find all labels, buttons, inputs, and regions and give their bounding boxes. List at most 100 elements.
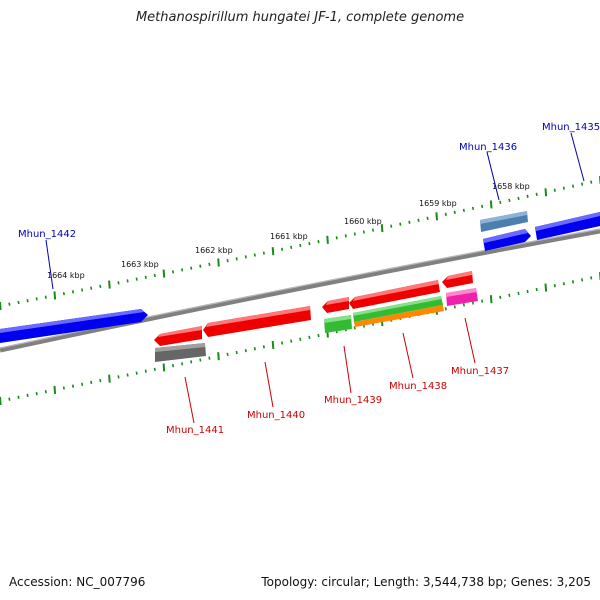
minor-tick <box>562 282 565 286</box>
minor-tick <box>26 393 29 398</box>
minor-tick <box>517 291 520 296</box>
minor-tick <box>253 347 256 351</box>
minor-tick <box>62 386 65 390</box>
minor-tick <box>508 198 511 203</box>
accession-text: Accession: NC_007796 <box>9 575 146 589</box>
minor-tick <box>44 295 47 299</box>
major-tick <box>0 301 2 311</box>
minor-tick <box>571 184 575 188</box>
minor-tick <box>235 257 238 261</box>
gene-label-mhun-1441[interactable]: Mhun_1441 <box>166 425 224 436</box>
minor-tick <box>262 251 265 255</box>
minor-tick <box>126 279 129 283</box>
gene-mhun-1435[interactable] <box>535 212 600 240</box>
minor-tick <box>453 210 456 215</box>
gene-label-mhun-1438[interactable]: Mhun_1438 <box>389 381 447 392</box>
minor-tick <box>226 352 229 357</box>
gene-mhun-1439[interactable] <box>322 297 352 333</box>
gene-mhun-1440[interactable] <box>203 306 311 337</box>
gene-label-mhun-1436[interactable]: Mhun_1436 <box>459 142 517 153</box>
minor-tick <box>153 367 156 372</box>
genome-stats-text: Topology: circular; Length: 3,544,738 bp… <box>261 575 591 589</box>
minor-tick <box>171 270 175 274</box>
minor-tick <box>335 236 338 240</box>
minor-tick <box>362 230 365 234</box>
minor-tick <box>190 266 193 270</box>
minor-tick <box>44 390 47 394</box>
minor-tick <box>71 384 75 388</box>
minor-tick <box>135 371 138 375</box>
minor-tick <box>581 182 584 186</box>
major-tick <box>53 291 57 300</box>
minor-tick <box>244 348 247 353</box>
minor-tick <box>553 188 556 192</box>
label-leader-lines <box>45 132 585 424</box>
gene-label-mhun-1437[interactable]: Mhun_1437 <box>451 366 509 377</box>
map-title: Methanospirillum hungatei JF-1, complete… <box>135 10 465 25</box>
minor-tick <box>290 339 293 343</box>
kbp-label: 1663 kbp <box>121 260 159 269</box>
kbp-label: 1659 kbp <box>419 199 457 208</box>
minor-tick <box>208 262 211 267</box>
major-tick <box>217 352 220 361</box>
minor-tick <box>417 218 420 222</box>
gene-label-mhun-1440[interactable]: Mhun_1440 <box>247 410 305 421</box>
minor-tick <box>462 208 465 213</box>
minor-tick <box>526 194 529 198</box>
minor-tick <box>17 300 20 305</box>
minor-tick <box>235 350 238 355</box>
gene-mhun-1441[interactable] <box>154 326 206 362</box>
minor-tick <box>281 247 284 251</box>
minor-tick <box>153 273 156 278</box>
gene-mhun-1436[interactable] <box>480 211 531 251</box>
major-tick <box>271 340 275 349</box>
major-tick <box>489 295 493 304</box>
outer-tick-ring <box>0 176 600 311</box>
minor-tick <box>308 241 311 246</box>
minor-tick <box>499 295 502 299</box>
gene-label-mhun-1435[interactable]: Mhun_1435 <box>542 122 600 133</box>
gene-label-mhun-1439[interactable]: Mhun_1439 <box>324 395 382 406</box>
inner-tick-ring <box>0 272 600 406</box>
minor-tick <box>244 255 247 259</box>
kbp-label: 1658 kbp <box>492 182 530 191</box>
minor-tick <box>99 284 102 289</box>
minor-tick <box>581 278 584 282</box>
minor-tick <box>371 228 375 232</box>
minor-tick <box>117 375 120 379</box>
minor-tick <box>317 240 320 244</box>
major-tick <box>108 374 111 383</box>
gene-mhun-1442[interactable] <box>0 309 148 343</box>
minor-tick <box>199 264 202 268</box>
minor-tick <box>199 358 202 362</box>
kbp-label: 1662 kbp <box>195 246 233 255</box>
major-tick <box>271 247 275 256</box>
minor-tick <box>590 180 593 184</box>
genome-backbone <box>0 228 600 353</box>
minor-tick <box>190 360 193 364</box>
minor-tick <box>526 289 529 294</box>
minor-tick <box>17 395 20 399</box>
minor-tick <box>226 258 229 263</box>
kbp-label: 1661 kbp <box>270 232 308 241</box>
minor-tick <box>481 204 484 209</box>
gene-mhun-1438[interactable] <box>349 280 444 327</box>
minor-tick <box>181 268 184 272</box>
minor-tick <box>117 281 120 285</box>
minor-tick <box>144 369 147 373</box>
minor-tick <box>535 192 538 196</box>
minor-tick <box>471 301 475 305</box>
minor-tick <box>508 293 511 297</box>
minor-tick <box>262 345 265 349</box>
minor-tick <box>353 232 356 236</box>
gene-label-mhun-1442[interactable]: Mhun_1442 <box>18 229 76 240</box>
gene-mhun-1437[interactable] <box>442 271 478 306</box>
minor-tick <box>35 297 38 301</box>
minor-tick <box>399 222 402 226</box>
minor-tick <box>8 397 11 401</box>
minor-tick <box>281 341 284 345</box>
minor-tick <box>408 220 411 224</box>
minor-tick <box>517 196 520 201</box>
kbp-label: 1664 kbp <box>47 271 85 280</box>
minor-tick <box>35 391 38 396</box>
